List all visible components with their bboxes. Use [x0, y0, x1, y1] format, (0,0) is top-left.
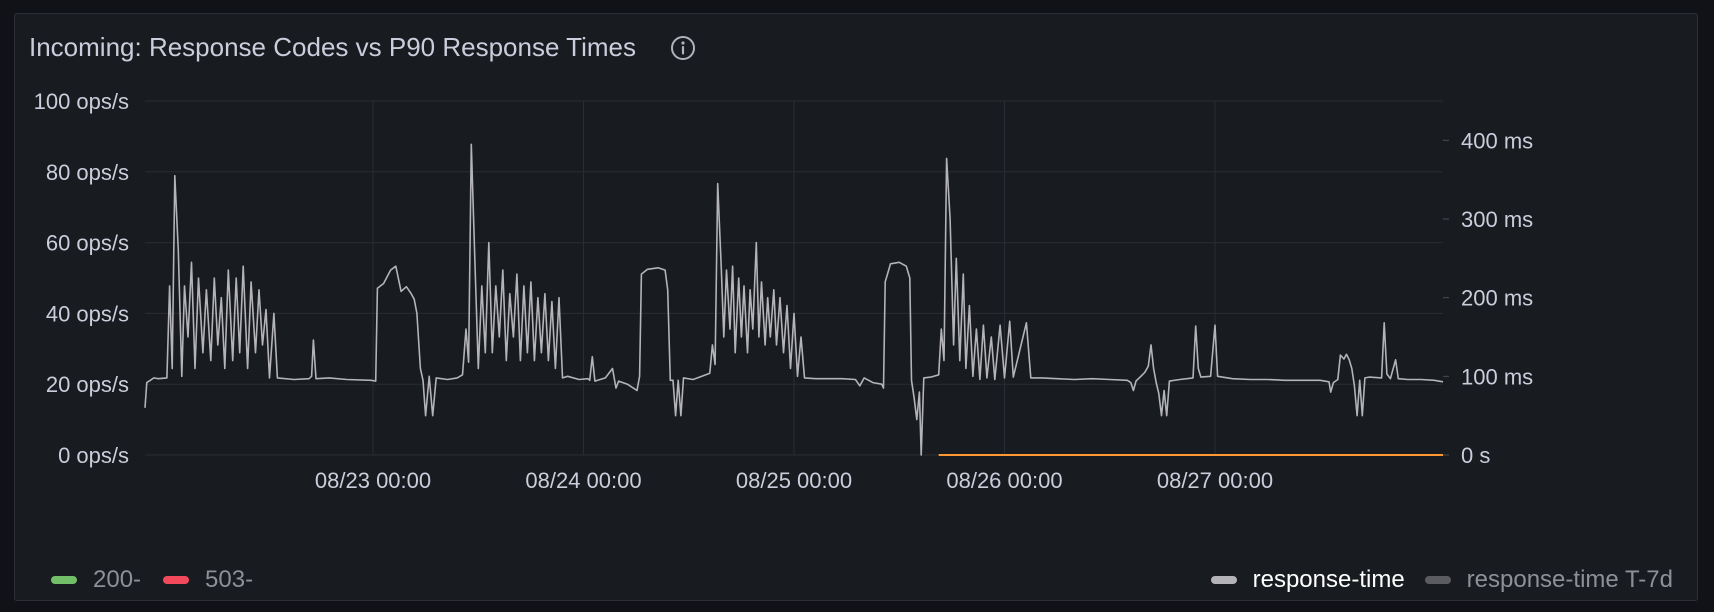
- info-circle-icon[interactable]: [670, 35, 696, 61]
- legend-swatch: [51, 576, 77, 584]
- legend-label: response-time: [1252, 566, 1405, 593]
- legend-swatch: [1210, 576, 1237, 584]
- chart-panel: Incoming: Response Codes vs P90 Response…: [14, 13, 1698, 601]
- legend-left: 200- 503-: [51, 566, 275, 594]
- x-axis-tick-label: 08/23 00:00: [315, 468, 431, 493]
- left-axis-tick-label: 0 ops/s: [58, 443, 129, 468]
- panel-title: Incoming: Response Codes vs P90 Response…: [29, 32, 636, 62]
- left-axis-tick-label: 80 ops/s: [46, 160, 129, 185]
- legend-item[interactable]: response-time T-7d: [1424, 566, 1673, 594]
- x-axis-tick-label: 08/25 00:00: [736, 468, 852, 493]
- legend-item[interactable]: 200-: [51, 566, 141, 594]
- chart-plot: 0 ops/s 20 ops/s 40 ops/s 60 ops/s 80 ops/s 1…: [34, 89, 1534, 493]
- left-axis-tick-label: 100 ops/s: [34, 89, 129, 114]
- left-axis-tick-label: 40 ops/s: [46, 301, 129, 326]
- panel-header: Incoming: Response Codes vs P90 Response…: [29, 32, 696, 63]
- legend-right: response-time response-time T-7d: [1191, 566, 1673, 594]
- legend-item[interactable]: 503-: [163, 566, 253, 594]
- x-axis-tick-label: 08/27 00:00: [1157, 468, 1273, 493]
- legend-label: 200-: [93, 566, 142, 593]
- legend-swatch: [163, 576, 190, 584]
- series-response-time-line: [144, 143, 1444, 456]
- x-axis-tick-label: 08/24 00:00: [525, 468, 641, 493]
- x-axis-tick-label: 08/26 00:00: [946, 468, 1062, 493]
- legend-item[interactable]: response-time: [1210, 566, 1405, 594]
- legend-label: 503-: [205, 566, 254, 593]
- right-axis-tick-label: 300 ms: [1461, 207, 1533, 232]
- right-axis-tick-label: 200 ms: [1461, 286, 1533, 311]
- right-axis-tick-label: 100 ms: [1461, 364, 1533, 389]
- left-axis-tick-label: 20 ops/s: [46, 372, 129, 397]
- right-axis-tick-label: 0 s: [1461, 443, 1490, 468]
- right-axis-tick-label: 400 ms: [1461, 128, 1533, 153]
- legend-swatch: [1424, 576, 1451, 584]
- left-axis-tick-label: 60 ops/s: [46, 231, 129, 256]
- legend-label: response-time T-7d: [1466, 566, 1673, 593]
